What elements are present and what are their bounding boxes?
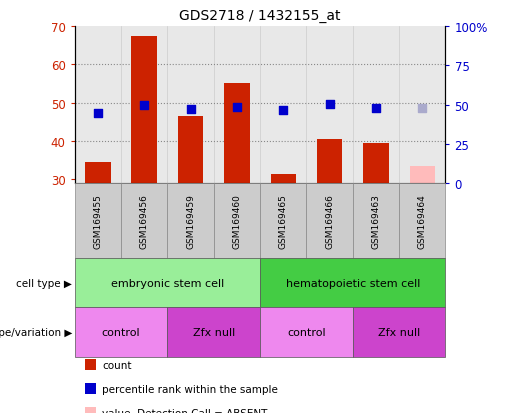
Text: hematopoietic stem cell: hematopoietic stem cell — [286, 278, 420, 288]
Text: GSM169459: GSM169459 — [186, 194, 195, 248]
Text: control: control — [101, 328, 140, 337]
Point — [186, 106, 195, 112]
Text: cell type ▶: cell type ▶ — [16, 278, 72, 288]
Text: GSM169466: GSM169466 — [325, 194, 334, 248]
Text: Zfx null: Zfx null — [378, 328, 420, 337]
Text: GSM169456: GSM169456 — [140, 194, 149, 248]
Bar — [85, 163, 111, 184]
Bar — [317, 140, 342, 184]
Text: value, Detection Call = ABSENT: value, Detection Call = ABSENT — [102, 408, 268, 413]
Point — [233, 104, 241, 111]
Bar — [363, 144, 389, 184]
Bar — [224, 84, 250, 184]
Text: embryonic stem cell: embryonic stem cell — [111, 278, 224, 288]
Point — [279, 107, 287, 114]
Title: GDS2718 / 1432155_at: GDS2718 / 1432155_at — [179, 9, 341, 23]
Bar — [270, 174, 296, 184]
Text: percentile rank within the sample: percentile rank within the sample — [102, 384, 279, 394]
Text: Zfx null: Zfx null — [193, 328, 235, 337]
Point — [325, 101, 334, 108]
Text: count: count — [102, 360, 132, 370]
Text: GSM169455: GSM169455 — [93, 194, 102, 248]
Point — [140, 102, 148, 109]
Text: GSM169460: GSM169460 — [232, 194, 242, 248]
Bar — [178, 117, 203, 184]
Bar — [409, 166, 435, 184]
Text: GSM169465: GSM169465 — [279, 194, 288, 248]
Text: genotype/variation ▶: genotype/variation ▶ — [0, 328, 72, 337]
Text: control: control — [287, 328, 325, 337]
Text: GSM169463: GSM169463 — [371, 194, 381, 248]
Point — [372, 105, 380, 112]
Point — [418, 105, 426, 112]
Text: GSM169464: GSM169464 — [418, 194, 427, 248]
Point — [94, 111, 102, 117]
Bar — [131, 36, 157, 184]
